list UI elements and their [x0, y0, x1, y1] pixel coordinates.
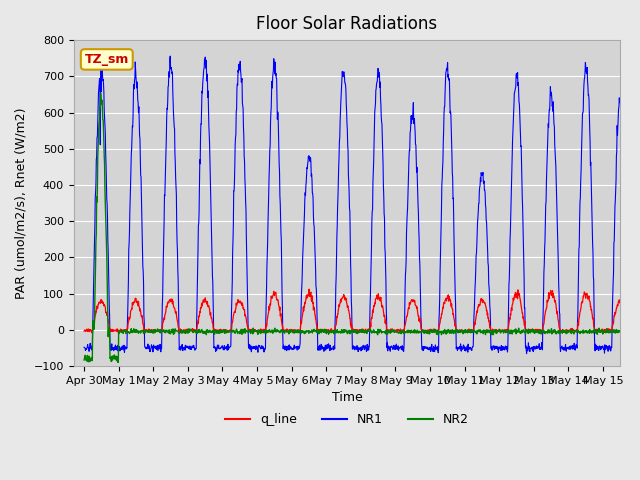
Title: Floor Solar Radiations: Floor Solar Radiations: [257, 15, 438, 33]
NR2: [347, 329, 355, 335]
Line: q_line: q_line: [84, 289, 637, 333]
NR2: [337, 329, 344, 335]
Legend: q_line, NR1, NR2: q_line, NR1, NR2: [220, 408, 474, 432]
NR1: [634, 345, 640, 351]
NR1: [573, 345, 581, 351]
q_line: [88, 330, 96, 336]
NR1: [166, 53, 174, 59]
q_line: [167, 299, 175, 305]
NR2: [168, 327, 175, 333]
NR2: [492, 330, 500, 336]
Line: NR1: NR1: [84, 56, 637, 354]
q_line: [305, 286, 313, 292]
q_line: [573, 328, 581, 334]
q_line: [634, 327, 640, 333]
NR2: [80, 357, 88, 363]
NR1: [336, 119, 344, 124]
NR1: [492, 343, 499, 349]
q_line: [347, 320, 355, 326]
q_line: [337, 297, 344, 303]
Text: TZ_sm: TZ_sm: [84, 53, 129, 66]
NR1: [523, 351, 531, 357]
NR2: [97, 90, 104, 96]
q_line: [80, 328, 88, 334]
NR1: [347, 260, 355, 265]
q_line: [492, 326, 500, 332]
X-axis label: Time: Time: [332, 391, 362, 404]
q_line: [627, 328, 635, 334]
Line: NR2: NR2: [84, 93, 637, 362]
NR1: [167, 66, 175, 72]
NR2: [573, 329, 581, 335]
Y-axis label: PAR (umol/m2/s), Rnet (W/m2): PAR (umol/m2/s), Rnet (W/m2): [15, 107, 28, 299]
NR2: [627, 330, 635, 336]
NR1: [627, 349, 635, 355]
NR1: [80, 345, 88, 350]
NR2: [634, 330, 640, 336]
NR2: [115, 360, 122, 365]
